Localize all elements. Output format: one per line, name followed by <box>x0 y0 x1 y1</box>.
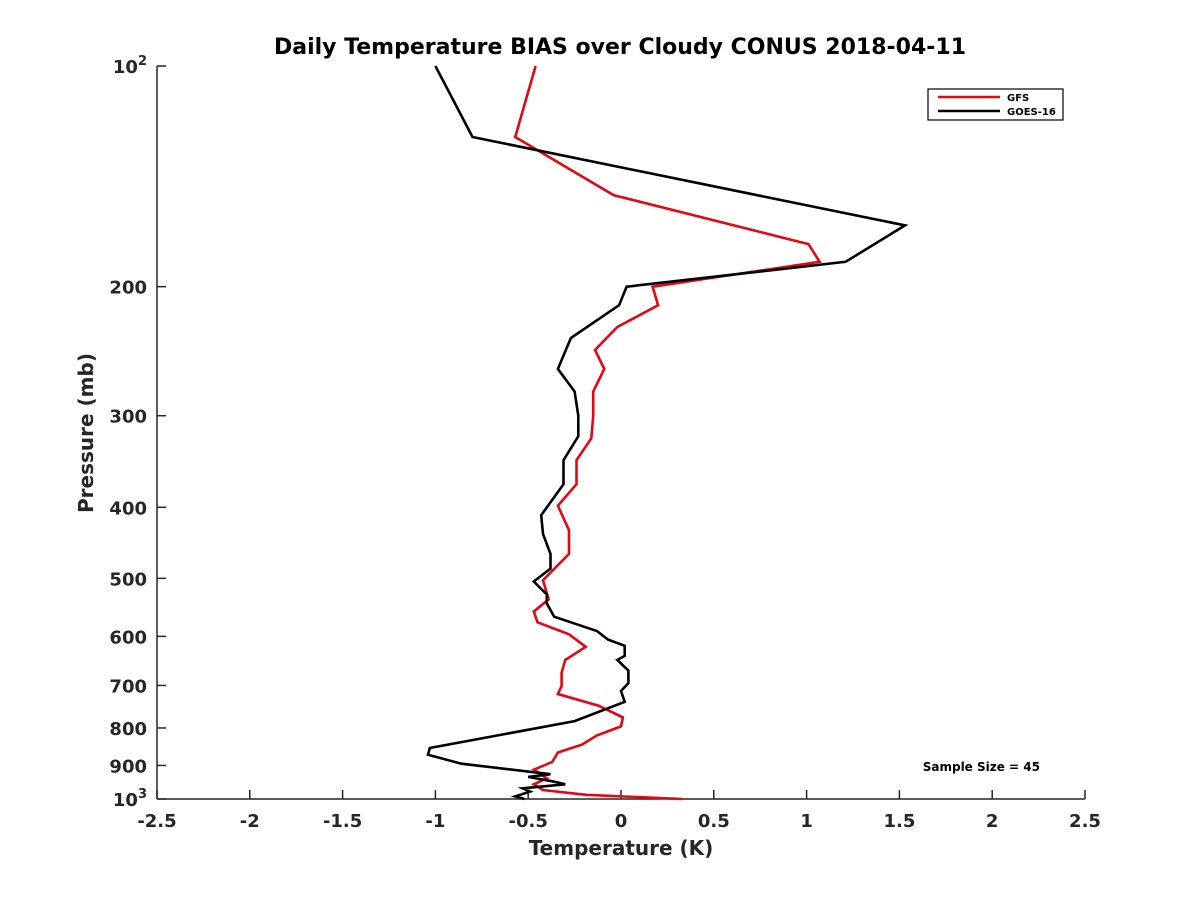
y-tick-label: 500 <box>109 569 147 590</box>
x-tick-label: -1 <box>425 811 445 832</box>
legend-label-gfs: GFS <box>1007 93 1029 104</box>
x-tick-label: -2.5 <box>137 811 176 832</box>
x-tick-label: -0.5 <box>509 811 548 832</box>
x-tick-label: 1.5 <box>883 811 915 832</box>
y-axis-ticks: 102 200 300 400 500 600 700 800 900 103 <box>109 54 166 811</box>
series-lines <box>426 65 909 801</box>
x-axis-ticks: -2.5 -2 -1.5 -1 -0.5 0 0.5 1 1.5 2 2.5 <box>137 790 1101 832</box>
series-line-goes16 <box>426 65 909 801</box>
legend-label-goes16: GOES-16 <box>1007 107 1056 118</box>
y-tick-label: 400 <box>109 498 147 519</box>
y-tick-label: 900 <box>109 756 147 777</box>
sample-size-annotation: Sample Size = 45 <box>923 760 1040 774</box>
y-tick-label: 700 <box>109 676 147 697</box>
y-tick-label: 102 <box>113 54 147 78</box>
x-tick-label: -2 <box>240 811 260 832</box>
plot-area: -2.5 -2 -1.5 -1 -0.5 0 0.5 1 1.5 2 2.5 102 200 300 40… <box>109 54 1101 832</box>
x-tick-label: 2.5 <box>1069 811 1101 832</box>
y-tick-label: 103 <box>113 787 147 811</box>
legend-box <box>927 88 1064 121</box>
chart-title: Daily Temperature BIAS over Cloudy CONUS… <box>274 35 966 60</box>
y-axis-label: Pressure (mb) <box>74 353 98 513</box>
series-line-gfs <box>513 65 822 801</box>
x-tick-label: 0.5 <box>698 811 730 832</box>
x-tick-label: 2 <box>986 811 999 832</box>
y-tick-label: 300 <box>109 407 147 428</box>
x-tick-label: 0 <box>615 811 628 832</box>
y-tick-label: 800 <box>109 719 147 740</box>
x-axis-label: Temperature (K) <box>529 836 714 860</box>
x-tick-label: -1.5 <box>323 811 362 832</box>
y-tick-label: 200 <box>109 278 147 299</box>
x-tick-label: 1 <box>800 811 813 832</box>
y-tick-label: 600 <box>109 627 147 648</box>
legend: GFS GOES-16 <box>927 88 1064 121</box>
plot-background <box>157 66 1085 799</box>
